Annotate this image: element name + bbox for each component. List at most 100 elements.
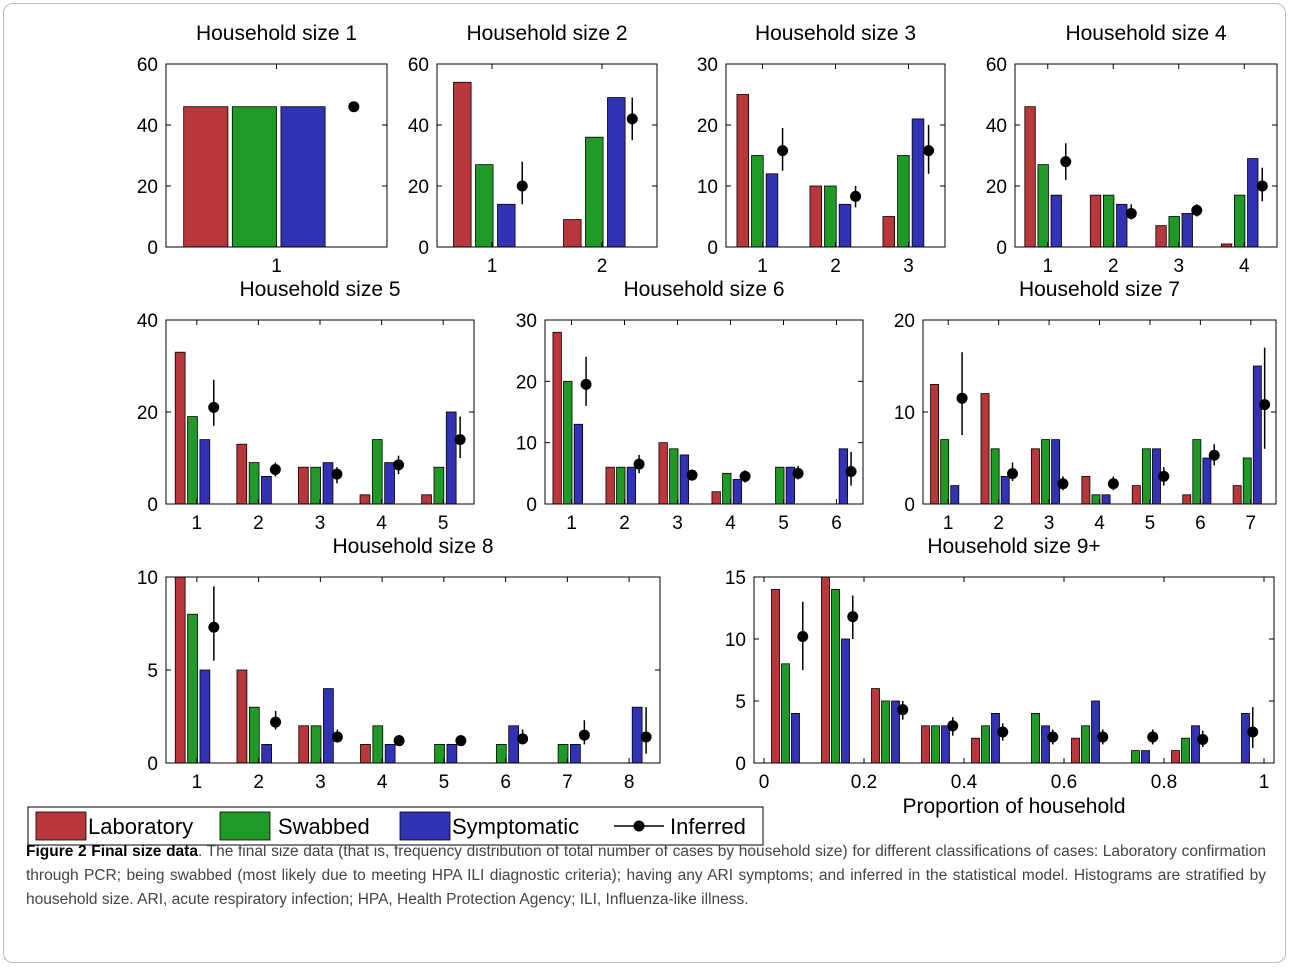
panel-2: 0 20 40 60 1 2 Household size 2 — [408, 22, 658, 277]
bar-swabbed-1 — [475, 164, 494, 248]
xtick-label: 6 — [1195, 513, 1206, 534]
ytick-label: 30 — [697, 55, 718, 76]
bar-swabbed-1 — [563, 380, 573, 505]
inferred-point-5 — [1158, 470, 1170, 482]
bar-laboratory-9 — [1171, 750, 1180, 764]
legend-swatch-laboratory — [35, 811, 87, 841]
ytick-label: 0 — [147, 754, 158, 775]
ytick-label: 20 — [408, 177, 429, 198]
ytick-label: 5 — [147, 661, 158, 682]
bar-laboratory-3 — [1155, 225, 1167, 248]
inferred-point-8 — [640, 731, 652, 743]
bar-swabbed-5 — [981, 725, 990, 764]
inferred-point-2 — [847, 611, 859, 623]
ytick-label: 20 — [697, 116, 718, 137]
ytick-label: 40 — [137, 116, 158, 137]
bar-swabbed-7 — [1081, 725, 1090, 764]
bar-swabbed-2 — [990, 448, 1000, 505]
ytick-label: 20 — [894, 311, 915, 332]
inferred-point-1 — [777, 145, 789, 157]
ytick-label: 0 — [707, 238, 718, 259]
bar-symptomatic-7 — [1252, 365, 1262, 505]
bar-laboratory-5 — [421, 494, 432, 505]
inferred-point-1 — [1060, 156, 1072, 168]
bar-laboratory-3 — [871, 688, 880, 764]
xtick-label: 8 — [624, 772, 635, 793]
bar-swabbed-1 — [940, 439, 950, 505]
bar-symptomatic-1 — [765, 173, 779, 248]
xtick-label: 1 — [271, 256, 282, 277]
ytick-label: 40 — [137, 311, 158, 332]
xtick-label: 5 — [439, 772, 450, 793]
bar-symptomatic-6 — [1202, 457, 1212, 505]
xtick-label: 3 — [1173, 256, 1184, 277]
caption-title: Figure 2 Final size data — [26, 843, 198, 860]
bar-symptomatic-3 — [323, 688, 334, 764]
bar-swabbed-2 — [248, 462, 260, 505]
inferred-point-8 — [1147, 731, 1159, 743]
panel-title: Household size 9+ — [927, 535, 1100, 558]
inferred-point-6 — [1208, 449, 1220, 461]
inferred-point-10 — [1247, 726, 1259, 738]
bar-laboratory-2 — [236, 669, 248, 764]
bar-swabbed-5 — [1141, 448, 1151, 505]
panel-title: Household size 6 — [623, 278, 784, 301]
bar-symptomatic-6 — [508, 725, 519, 764]
ytick-label: 0 — [996, 238, 1007, 259]
panel-title: Household size 8 — [332, 535, 493, 558]
bar-laboratory-3 — [882, 216, 896, 248]
bar-symptomatic-4 — [732, 479, 743, 505]
inferred-point-1 — [580, 378, 592, 390]
bar-symptomatic-3 — [1181, 213, 1193, 248]
panel-4: 0 20 40 60 1 2 3 4 Household size 4 — [986, 22, 1278, 277]
panel-title: Household size 2 — [466, 22, 627, 45]
bar-symptomatic-8 — [1141, 750, 1150, 764]
inferred-point-1 — [208, 401, 220, 413]
xtick-label: 2 — [253, 513, 264, 534]
inferred-point-2 — [269, 464, 281, 475]
bar-symptomatic-7 — [570, 744, 581, 764]
bar-symptomatic-2 — [1116, 203, 1128, 248]
bar-laboratory-2 — [821, 576, 830, 764]
xtick-label: 6 — [500, 772, 511, 793]
ytick-label: 60 — [986, 55, 1007, 76]
panel-3: 0 10 20 30 1 2 3 Household size 3 — [697, 22, 946, 277]
bar-symptomatic-4 — [1247, 158, 1259, 248]
bar-symptomatic-2 — [261, 744, 272, 764]
xtick-label: 1 — [566, 513, 577, 534]
bar-laboratory-1 — [1024, 106, 1036, 248]
bar-swabbed-7 — [557, 744, 569, 764]
bar-swabbed-6 — [1031, 713, 1040, 764]
bar-swabbed-3 — [897, 155, 910, 248]
panel-5: 0 20 40 1 2 3 4 5 Household size 5 — [137, 278, 475, 534]
figure-frame — [3, 3, 1286, 963]
bar-swabbed-1 — [1037, 164, 1049, 248]
inferred-point-5 — [455, 735, 467, 747]
bar-swabbed-3 — [310, 725, 322, 764]
bar-symptomatic-1 — [199, 669, 211, 764]
bar-symptomatic-8 — [631, 706, 643, 764]
inferred-point-7 — [1097, 731, 1109, 743]
xtick-label: 0 — [759, 772, 770, 793]
panel-9: 0 5 10 15 0 0.2 0.4 0.6 0.8 1 Household size 9+ Pro… — [725, 535, 1275, 818]
bar-laboratory-3 — [658, 442, 668, 505]
bar-laboratory-1 — [174, 351, 186, 505]
legend: Laboratory Swabbed Symptomatic Inferred — [27, 806, 764, 846]
bar-laboratory-2 — [563, 219, 582, 248]
bar-laboratory-2 — [980, 393, 990, 505]
bar-laboratory-6 — [1182, 494, 1192, 505]
bar-symptomatic-1 — [497, 203, 516, 248]
inferred-point-6 — [1047, 731, 1059, 743]
xtick-label: 1 — [943, 513, 954, 534]
inferred-point-4 — [1256, 180, 1268, 192]
inferred-point-5 — [997, 726, 1009, 738]
inferred-point-3 — [923, 145, 935, 157]
bar-laboratory-4 — [359, 494, 371, 505]
xtick-label: 5 — [778, 513, 789, 534]
panel-frame — [436, 63, 658, 248]
xtick-label: 4 — [376, 513, 387, 534]
ytick-label: 10 — [725, 630, 746, 651]
inferred-point-1 — [516, 180, 528, 192]
bar-swabbed-5 — [775, 466, 785, 505]
bar-swabbed-2 — [824, 185, 837, 248]
